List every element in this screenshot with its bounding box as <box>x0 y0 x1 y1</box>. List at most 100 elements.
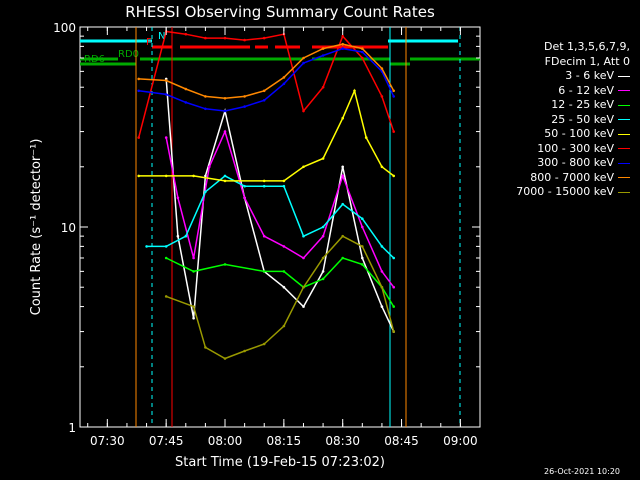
series-point <box>282 184 286 188</box>
series-point <box>302 234 305 238</box>
legend-label: 12 - 25 keV <box>551 98 614 111</box>
series-point <box>204 107 207 111</box>
series-point <box>341 42 345 46</box>
series-line-800-7000-kev <box>138 43 395 100</box>
series-point <box>184 32 188 36</box>
series-point <box>204 95 207 98</box>
series-point <box>353 89 356 93</box>
series-point <box>302 109 305 113</box>
series-point <box>380 165 384 169</box>
series-point <box>145 245 148 248</box>
series-point <box>341 234 345 238</box>
legend-label: 7000 - 15000 keV <box>516 185 614 198</box>
legend-item: 100 - 300 keV <box>480 142 630 157</box>
series-point <box>392 174 396 178</box>
series-point <box>164 136 168 139</box>
x-axis-label: Start Time (19-Feb-15 07:23:02) <box>175 455 385 470</box>
series-point <box>361 245 364 248</box>
series-point <box>392 285 396 289</box>
x-tick-label-3: 08:15 <box>267 434 302 448</box>
series-point <box>223 179 227 183</box>
series-point <box>204 346 207 349</box>
series-point <box>176 234 180 238</box>
series-point <box>361 256 364 260</box>
series-point <box>164 295 168 298</box>
series-point <box>262 36 266 40</box>
series-point <box>380 67 384 70</box>
series-point <box>282 245 286 248</box>
flags-layer: NF RD0 RD6 <box>80 27 480 427</box>
legend-label: 6 - 12 keV <box>558 83 614 97</box>
legend-item: 800 - 7000 keV <box>480 171 630 186</box>
series-point <box>164 79 168 82</box>
flag-label-RD6: RD6 <box>84 54 105 65</box>
y-tick-label-2: 100 <box>53 21 76 35</box>
series-point <box>164 174 168 178</box>
legend-label: 3 - 6 keV <box>565 69 614 82</box>
series-point <box>204 36 207 40</box>
axes-layer: 07:30 07:45 08:00 08:15 08:30 08:45 09:00 1 10 10… <box>53 21 481 448</box>
series-point <box>262 179 266 183</box>
series-point <box>262 342 266 346</box>
y-axis-label: Count Rate (s⁻¹ detector⁻¹) <box>29 139 44 316</box>
series-point <box>164 245 168 248</box>
series-point <box>223 109 227 113</box>
series-point <box>321 47 325 50</box>
series-point <box>341 174 345 178</box>
series-line-7000-15000-kev <box>165 235 395 360</box>
series-point <box>223 130 227 133</box>
flag-label-F: F <box>146 37 152 48</box>
series-point <box>243 349 246 353</box>
series-point <box>341 34 345 38</box>
series-point <box>223 357 227 360</box>
legend-item: 50 - 100 keV <box>480 127 630 142</box>
legend-swatch <box>618 162 630 164</box>
legend-swatch <box>618 104 630 106</box>
series-point <box>321 225 325 229</box>
legend-label: 50 - 100 keV <box>544 127 614 140</box>
series-point <box>262 89 266 93</box>
series-point <box>176 196 180 200</box>
series-point <box>321 157 325 160</box>
x-tick-label-6: 09:00 <box>443 434 478 448</box>
series-point <box>341 202 345 206</box>
legend-item: 12 - 25 keV <box>480 98 630 113</box>
legend: Det 1,3,5,6,7,9, FDecim 1, Att 0 3 - 6 k… <box>480 40 630 200</box>
series-point <box>137 89 140 93</box>
legend-rows: 3 - 6 keV 6 - 12 keV 12 - 25 keV 25 - 50 ke… <box>480 69 630 200</box>
series-point <box>184 234 188 238</box>
series-point <box>192 174 195 178</box>
series-point <box>341 256 345 260</box>
series-point <box>282 82 286 86</box>
flag-label-N: N <box>158 31 165 42</box>
series-point <box>223 174 227 178</box>
series-line-50-100-kev <box>138 88 395 182</box>
y-tick-label-0: 1 <box>68 421 76 435</box>
legend-label: 800 - 7000 keV <box>530 170 614 184</box>
series-point <box>223 263 227 266</box>
series-point <box>282 324 286 328</box>
series-point <box>262 184 266 188</box>
series-line-25-50-kev <box>146 175 395 259</box>
series-point <box>164 93 168 96</box>
series-line-3-6-kev <box>165 78 395 332</box>
legend-swatch <box>618 191 630 193</box>
series-point <box>321 270 325 273</box>
legend-label: 25 - 50 keV <box>551 112 614 126</box>
series-point <box>392 95 396 98</box>
series-point <box>192 270 195 273</box>
legend-item: 25 - 50 keV <box>480 113 630 128</box>
legend-swatch <box>618 133 630 135</box>
series-point <box>208 165 211 169</box>
series-point <box>380 245 384 248</box>
legend-swatch <box>618 148 630 150</box>
series-point <box>341 165 345 169</box>
legend-item: 7000 - 15000 keV <box>480 185 630 200</box>
series-point <box>192 305 195 308</box>
series-point <box>262 99 266 102</box>
series-point <box>192 316 195 320</box>
timestamp: 26-Oct-2021 10:20 <box>544 467 620 476</box>
series-point <box>262 270 266 273</box>
series-point <box>204 190 207 194</box>
